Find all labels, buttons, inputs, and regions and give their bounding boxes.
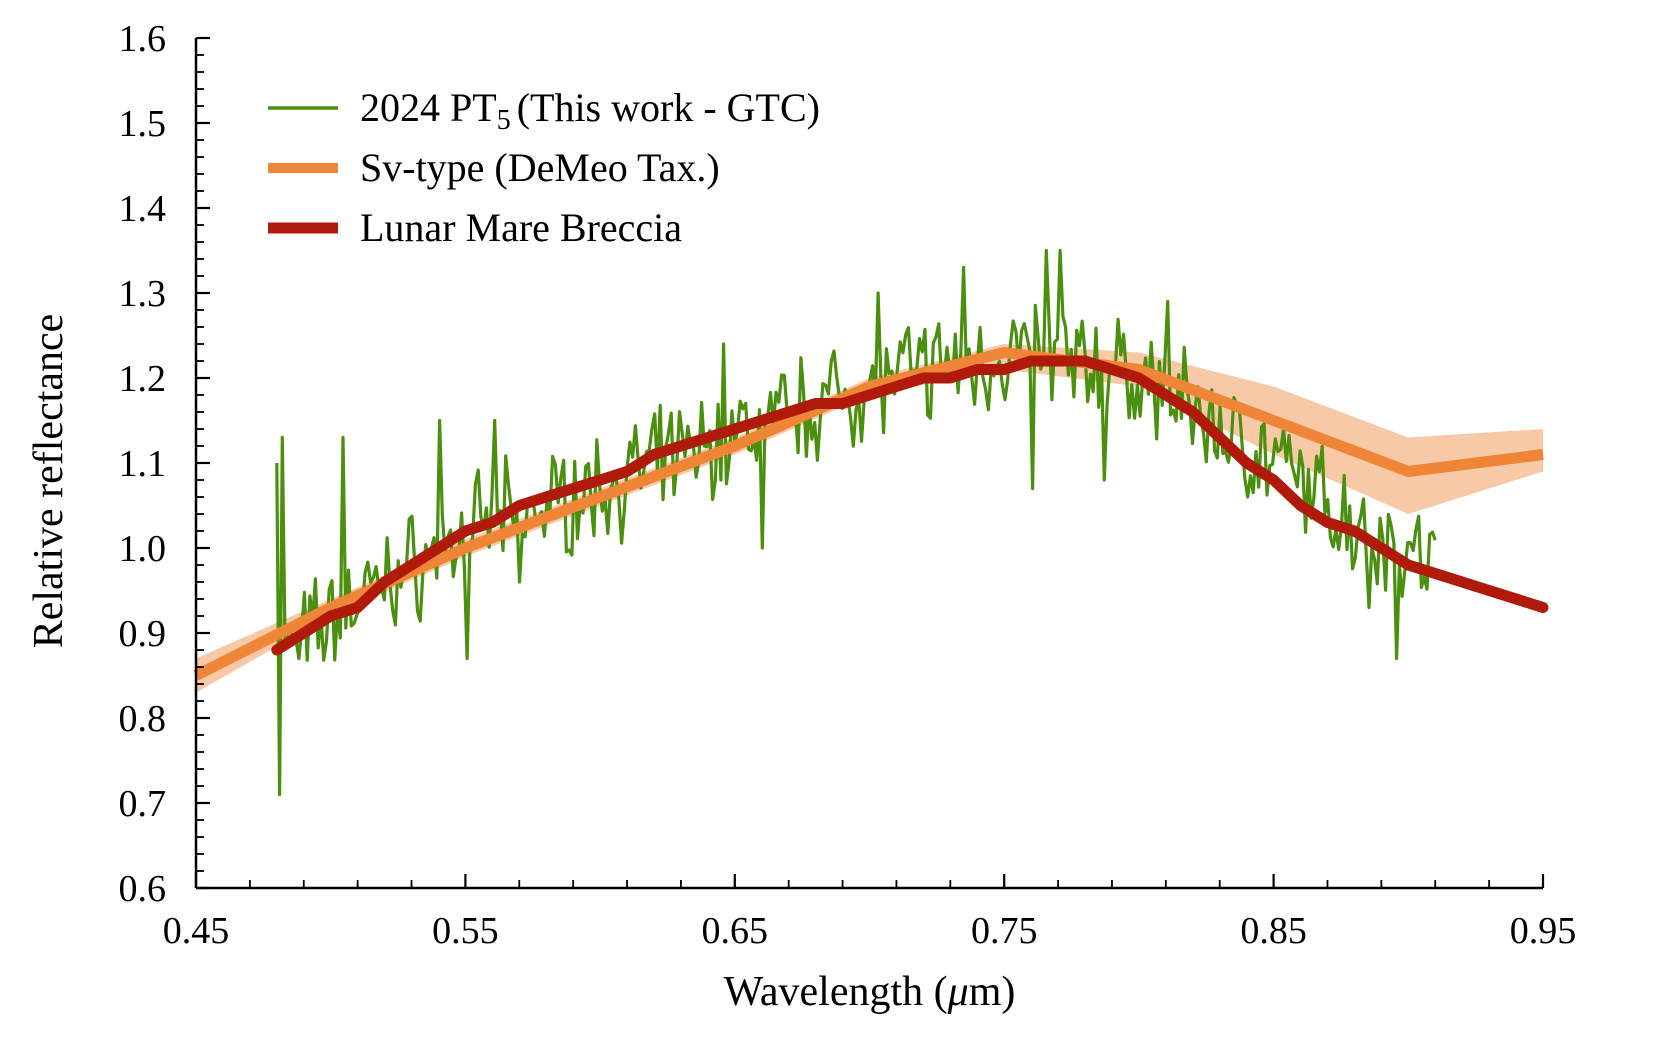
- legend-item-gtc: 2024 PT5 (This work - GTC): [268, 85, 820, 136]
- tick-layer: 0.6 0.7 0.8 0.9 1.0 1.1 1.2 1.3 1.4 1.5 1.6 0.45 0.5…: [119, 18, 1577, 952]
- x-tick-label-0.85: 0.85: [1240, 910, 1307, 952]
- x-tick-label-0.55: 0.55: [432, 910, 499, 952]
- x-axis-title-unit: μ: [947, 969, 969, 1015]
- y-tick-label-1.2: 1.2: [119, 358, 167, 400]
- legend-label-lunar: Lunar Mare Breccia: [360, 205, 682, 250]
- legend-label-gtc-end: (This work - GTC): [517, 85, 820, 130]
- y-tick-label-1.0: 1.0: [119, 528, 167, 570]
- legend-label-gtc: 2024 PT5 (This work - GTC): [360, 85, 820, 136]
- x-tick-label-0.75: 0.75: [971, 910, 1038, 952]
- y-tick-label-1.6: 1.6: [119, 18, 167, 60]
- x-tick-label-0.95: 0.95: [1510, 910, 1577, 952]
- y-tick-label-1.5: 1.5: [119, 103, 167, 145]
- x-axis-title: Wavelength (μm): [724, 969, 1016, 1015]
- x-axis-title-main: Wavelength (: [724, 969, 948, 1015]
- y-tick-label-0.7: 0.7: [119, 783, 167, 825]
- x-axis-title-end: m): [969, 969, 1016, 1015]
- y-tick-label-1.3: 1.3: [119, 273, 167, 315]
- legend: 2024 PT5 (This work - GTC) Sv-type (DeMeo…: [268, 85, 820, 250]
- y-tick-label-0.9: 0.9: [119, 613, 167, 655]
- legend-label-sv-type: Sv-type (DeMeo Tax.): [360, 145, 720, 190]
- series-gtc-line: [275, 248, 1437, 797]
- series-lunar-line: [271, 355, 1549, 656]
- series-sv-type-line: [193, 347, 1544, 681]
- legend-label-gtc-main: 2024 PT: [360, 85, 497, 130]
- series-layer: [193, 248, 1549, 797]
- legend-item-sv-type: Sv-type (DeMeo Tax.): [268, 145, 720, 190]
- x-tick-label-0.65: 0.65: [702, 910, 769, 952]
- y-tick-label-0.8: 0.8: [119, 698, 167, 740]
- y-tick-label-1.1: 1.1: [119, 443, 167, 485]
- legend-label-gtc-subscript: 5: [497, 105, 511, 136]
- legend-item-lunar: Lunar Mare Breccia: [268, 205, 682, 250]
- y-axis-title: Relative reflectance: [26, 314, 72, 649]
- y-tick-label-1.4: 1.4: [119, 188, 167, 230]
- x-tick-label-0.45: 0.45: [163, 910, 230, 952]
- y-tick-label-0.6: 0.6: [119, 868, 167, 910]
